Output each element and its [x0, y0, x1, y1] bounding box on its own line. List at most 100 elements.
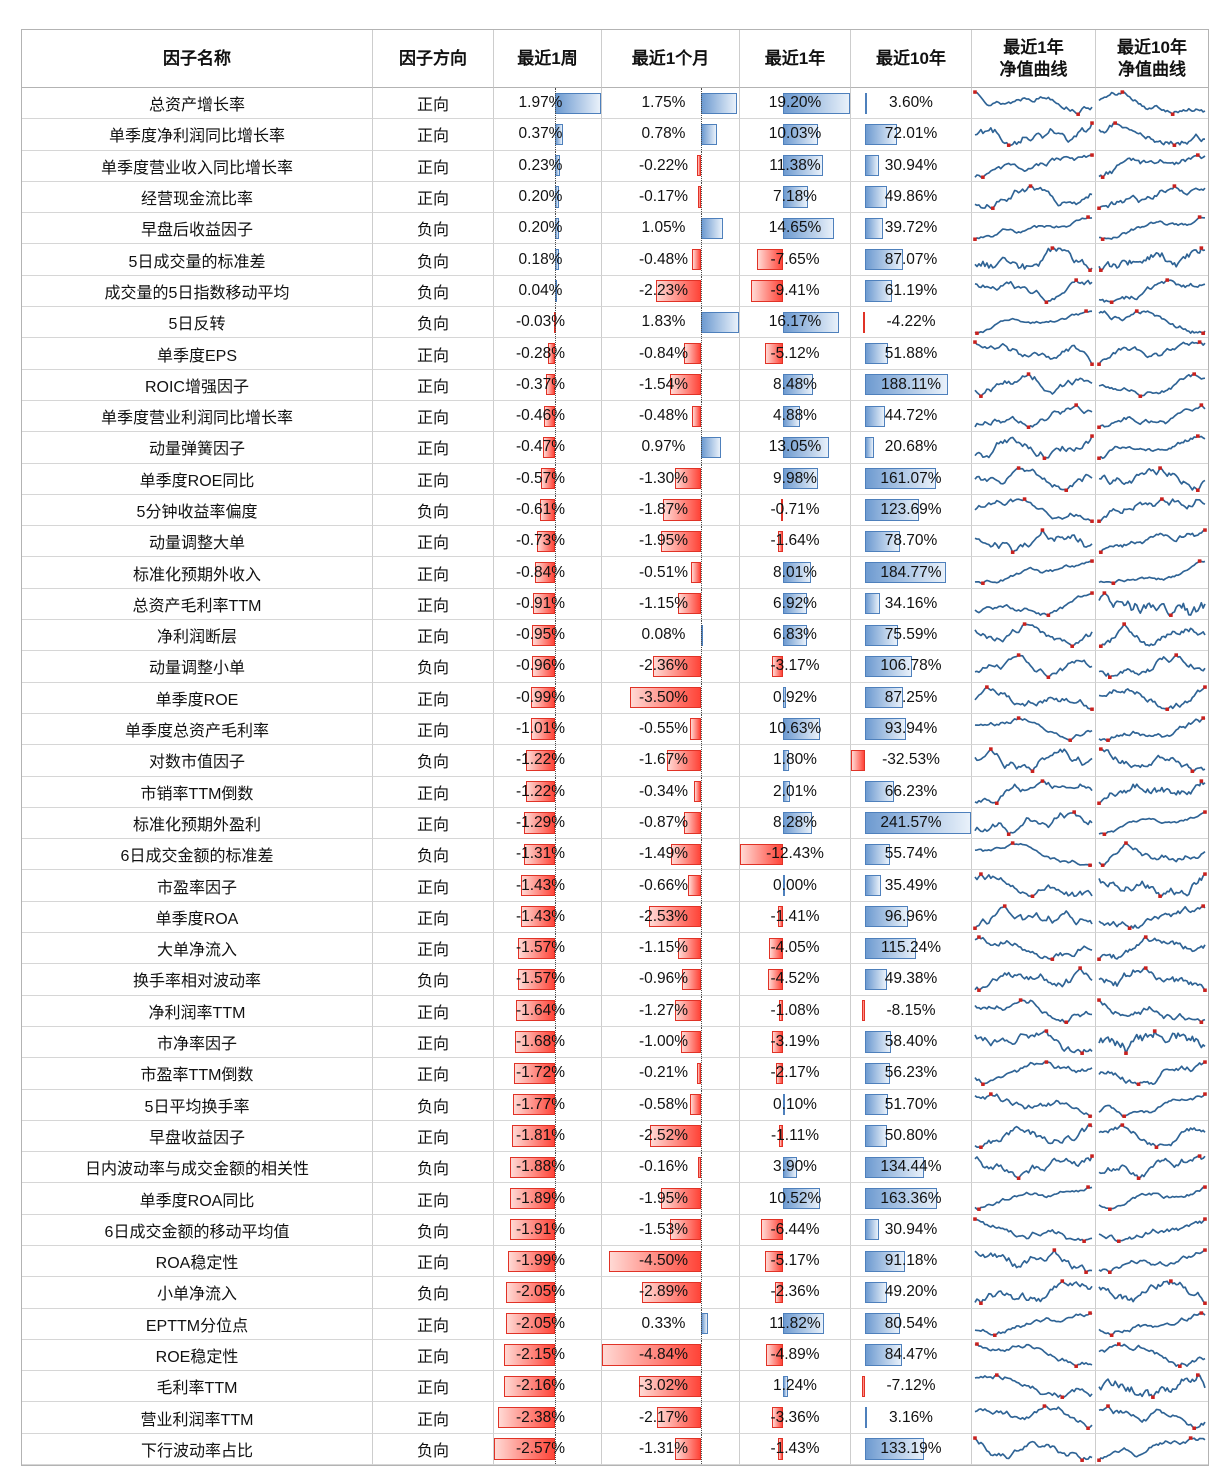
return-1y-cell: 13.05% [740, 432, 851, 464]
factor-name: 对数市值因子 [148, 754, 245, 772]
return-value: -2.05% [515, 1283, 566, 1301]
negative-data-bar [503, 1375, 555, 1397]
factor-name: ROIC增强因子 [144, 378, 249, 396]
return-1m-cell: 0.97% [602, 432, 740, 464]
sparkline-1y [972, 463, 1096, 495]
high-marker [1201, 716, 1205, 720]
return-value: -0.46% [515, 407, 566, 425]
return-value: 1.80% [773, 751, 817, 769]
factor-direction-cell: 负向 [373, 1152, 494, 1184]
factor-direction: 正向 [416, 191, 449, 209]
table-row: 下行波动率占比 负向 -2.57% -1.31% -1.43% 133.19% [22, 1433, 1208, 1466]
negative-data-bar [769, 937, 784, 959]
databar-zero-axis [554, 494, 556, 526]
databar-zero-axis [701, 1433, 703, 1465]
return-1y-cell: 6.92% [740, 588, 851, 621]
return-value: -1.72% [515, 1064, 566, 1082]
sparkline-svg [1098, 591, 1206, 617]
low-marker [1199, 1020, 1204, 1024]
low-marker [995, 801, 999, 805]
high-marker [1028, 184, 1033, 188]
negative-data-bar [511, 1125, 555, 1147]
sparkline-1y [972, 181, 1096, 214]
factor-name-cell: 经营现金流比率 [22, 181, 373, 214]
sparkline-10y [1096, 1152, 1208, 1184]
return-value: -1.00% [638, 1033, 689, 1051]
factor-name: 成交量的5日指数移动平均 [104, 284, 290, 302]
databar-zero-axis [554, 776, 556, 807]
high-marker [1203, 872, 1207, 877]
high-marker [1120, 90, 1125, 94]
negative-data-bar [677, 593, 702, 615]
databar-zero-axis [554, 745, 556, 776]
low-marker [979, 1301, 983, 1306]
return-1w-cell: 0.04% [494, 275, 602, 308]
high-marker [1201, 904, 1205, 908]
return-1m-cell: -0.48% [602, 400, 740, 433]
positive-data-bar [865, 687, 904, 709]
high-marker [985, 684, 989, 689]
factor-direction: 正向 [416, 1129, 449, 1147]
return-value: -6.44% [770, 1220, 820, 1238]
databar-zero-axis [701, 1120, 703, 1152]
return-value: -1.29% [515, 813, 566, 831]
databar-zero-axis [554, 1026, 556, 1058]
low-marker [981, 175, 985, 179]
factor-name-cell: 动量调整大单 [22, 526, 373, 558]
negative-data-bar [512, 1094, 555, 1116]
factor-name: 单季度ROA同比 [139, 1192, 255, 1210]
return-value: 0.37% [518, 125, 563, 143]
databar-zero-axis [701, 307, 703, 338]
return-1m-cell: -3.02% [602, 1371, 740, 1403]
negative-data-bar [537, 530, 555, 552]
low-marker [1136, 1176, 1141, 1181]
low-marker [1010, 550, 1015, 555]
return-1w-cell: -0.57% [494, 463, 602, 495]
sparkline-svg [1098, 1310, 1206, 1337]
sparkline-line [1098, 1061, 1206, 1086]
factor-name: 5分钟收益率偏度 [136, 504, 258, 521]
sparkline-svg [974, 810, 1093, 836]
factor-name-cell: 5日平均换手率 [22, 1089, 373, 1121]
factor-name-cell: 下行波动率占比 [22, 1433, 373, 1466]
return-value: 133.19% [880, 1439, 942, 1457]
factor-direction-cell: 负向 [373, 745, 494, 777]
positive-data-bar [865, 874, 881, 897]
low-marker [1172, 143, 1177, 148]
positive-data-bar [783, 92, 850, 114]
return-1y-cell: -3.19% [740, 1026, 851, 1059]
high-marker [1072, 810, 1076, 814]
sparkline-svg [1098, 810, 1207, 836]
return-10y-cell: 51.70% [851, 1089, 972, 1121]
return-value: 0.97% [641, 438, 686, 456]
factor-name: 小单净流入 [156, 1286, 237, 1304]
return-value: 0.08% [641, 626, 686, 644]
sparkline-line [1098, 779, 1206, 804]
return-1y-cell: 11.82% [740, 1308, 851, 1340]
factor-direction-cell: 正向 [373, 463, 494, 495]
high-marker [1090, 591, 1094, 595]
factor-direction-cell: 正向 [373, 1308, 494, 1340]
negative-data-bar [863, 311, 866, 333]
return-1m-cell: -1.30% [602, 463, 740, 495]
return-value: -1.87% [638, 501, 689, 518]
positive-data-bar [865, 812, 971, 834]
factor-direction-cell: 负向 [373, 1089, 494, 1121]
return-1y-cell: 7.18% [740, 181, 851, 214]
databar-zero-axis [701, 1089, 703, 1120]
return-10y-cell: 58.40% [851, 1026, 972, 1059]
databar-zero-axis [701, 338, 703, 369]
return-value: 3.90% [773, 1158, 817, 1176]
high-marker [1124, 841, 1128, 845]
sparkline-line [974, 1124, 1093, 1148]
factor-direction: 正向 [416, 1317, 449, 1335]
return-1y-cell: -4.52% [740, 964, 851, 996]
negative-data-bar [684, 342, 702, 365]
return-value: -4.89% [770, 1346, 820, 1364]
sparkline-10y [1096, 996, 1208, 1027]
sparkline-1y [972, 1371, 1096, 1403]
sparkline-svg [974, 716, 1093, 742]
return-value: -1.15% [638, 939, 689, 957]
high-marker [979, 872, 983, 877]
sparkline-line [1098, 435, 1206, 460]
